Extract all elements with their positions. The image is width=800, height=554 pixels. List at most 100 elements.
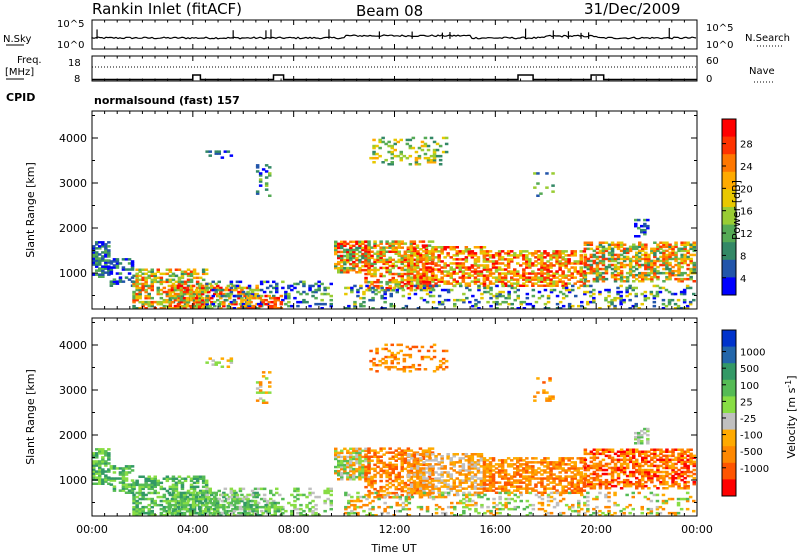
data-cell	[343, 260, 347, 264]
data-cell	[479, 248, 484, 251]
data-cell	[455, 266, 459, 269]
data-cell	[432, 156, 437, 160]
data-cell	[419, 278, 423, 281]
data-cell	[182, 304, 187, 308]
data-cell	[413, 254, 417, 257]
data-cell	[279, 505, 284, 509]
data-cell	[598, 292, 602, 296]
data-cell	[432, 140, 437, 144]
data-cell	[186, 272, 191, 276]
data-cell	[492, 300, 496, 304]
data-cell	[256, 302, 261, 306]
data-cell	[513, 272, 517, 275]
noise-panel: N.Sky 10^5 10^0 10^5 10^0 N.Search	[3, 19, 790, 51]
data-cell	[186, 489, 191, 493]
data-cell	[168, 302, 173, 306]
data-cell	[397, 266, 401, 270]
data-cell	[470, 465, 475, 468]
data-cell	[428, 483, 432, 486]
data-cell	[570, 254, 574, 257]
data-cell	[391, 491, 395, 495]
data-cell	[192, 272, 197, 276]
data-cell	[506, 465, 511, 468]
data-cell	[470, 487, 475, 490]
data-cell	[479, 252, 484, 255]
data-cell	[686, 251, 690, 255]
data-cell	[449, 272, 453, 275]
data-cell	[173, 505, 178, 509]
data-cell	[165, 509, 170, 513]
data-cell	[305, 495, 309, 499]
data-cell	[485, 278, 490, 281]
data-cell	[189, 288, 194, 292]
data-cell	[549, 290, 554, 294]
data-cell	[400, 467, 404, 471]
data-cell	[302, 284, 306, 288]
data-cell	[598, 255, 603, 259]
data-cell	[293, 495, 297, 499]
data-cell	[635, 253, 639, 257]
data-cell	[229, 503, 234, 507]
data-cell	[552, 274, 556, 277]
data-cell	[616, 255, 621, 259]
data-cell	[400, 272, 404, 276]
data-cell	[549, 280, 553, 283]
data-cell	[430, 286, 435, 290]
data-cell	[98, 241, 102, 244]
data-cell	[555, 272, 559, 275]
data-cell	[349, 455, 353, 459]
data-cell	[101, 450, 105, 453]
data-cell	[419, 473, 423, 476]
data-cell	[159, 276, 164, 280]
data-cell	[413, 467, 417, 470]
data-cell	[537, 280, 541, 283]
data-cell	[217, 302, 221, 306]
data-cell	[153, 481, 157, 485]
data-cell	[638, 245, 642, 249]
data-cell	[494, 487, 499, 490]
data-cell	[558, 300, 563, 304]
data-cell	[549, 254, 553, 257]
data-cell	[127, 258, 132, 261]
data-cell	[613, 245, 618, 249]
data-cell	[419, 254, 423, 257]
data-cell	[95, 476, 99, 479]
data-cell	[625, 263, 630, 267]
data-cell	[170, 296, 175, 300]
data-cell	[165, 268, 170, 271]
data-cell	[407, 266, 411, 269]
data-cell	[150, 274, 154, 278]
data-cell	[397, 274, 401, 278]
data-cell	[464, 250, 469, 253]
data-cell	[107, 253, 111, 256]
data-cell	[464, 258, 469, 261]
data-cell	[258, 174, 263, 177]
data-cell	[595, 247, 600, 251]
data-cell	[207, 497, 211, 501]
data-cell	[174, 481, 179, 485]
data-cell	[449, 467, 453, 470]
data-cell	[229, 280, 234, 284]
data-cell	[567, 288, 572, 292]
data-cell	[159, 495, 164, 499]
data-cell	[255, 292, 259, 296]
data-cell	[382, 465, 386, 469]
data-cell	[394, 252, 398, 255]
data-cell	[95, 259, 99, 262]
data-cell	[549, 270, 553, 273]
data-cell	[410, 457, 414, 460]
data-cell	[419, 276, 423, 279]
data-cell	[497, 262, 502, 265]
data-cell	[182, 501, 187, 505]
data-cell	[500, 280, 505, 283]
data-cell	[674, 263, 678, 267]
data-cell	[396, 154, 400, 158]
data-cell	[510, 481, 514, 484]
data-cell	[494, 491, 499, 494]
data-cell	[98, 253, 102, 256]
data-cell	[226, 497, 231, 501]
data-cell	[474, 298, 478, 302]
data-cell	[488, 487, 493, 490]
data-cell	[434, 250, 438, 253]
data-cell	[382, 447, 386, 450]
